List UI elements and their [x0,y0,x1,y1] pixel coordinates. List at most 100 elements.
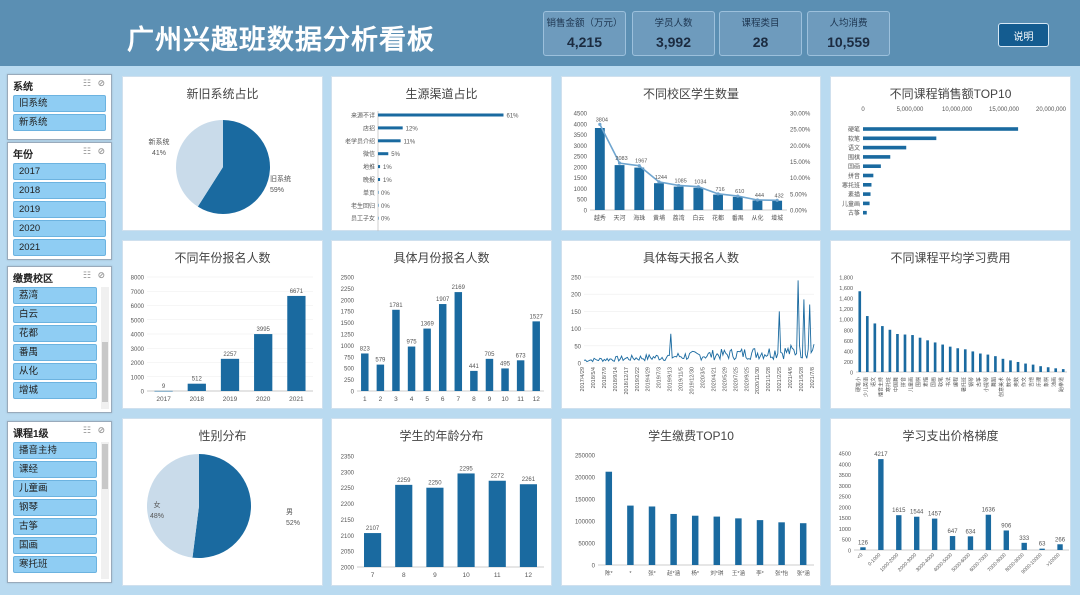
slicer-item[interactable]: 旧系统 [13,95,106,112]
bar [967,536,974,550]
data-label: 2083 [615,156,627,162]
x-tick-label: 0-1000 [867,552,882,567]
bar [378,113,504,117]
x-tick-label: 钢琴 [968,377,975,387]
y-tick-label: 0 [848,549,851,555]
x-tick-label: 2020 [256,396,271,403]
panel-source-share: 生源渠道占比 来源不详 61% 店招 12% 老学员介绍 11% 微信 5% 地推 1% 晚报 1% 单… [331,76,552,232]
multi-select-icon[interactable]: ☷ [82,270,91,280]
panel-system-share: 新旧系统占比 旧系统 59% 新系统 41% [122,76,323,231]
x-tick-label: 从化 [751,214,763,222]
y-tick-label: 0 [592,564,596,570]
slicer-item[interactable]: 新系统 [13,114,106,131]
x-tick-label: 素描 [923,377,930,387]
bar-chart-monthly: 0250500750100012501500175020002250250082… [341,276,544,403]
kpi-avg-spend-card: 人均消费 10,559 [807,11,890,56]
x-tick-label: 儿童画 [908,377,915,392]
panel-yearly-enrollment: 不同年份报名人数 0 1000 2000 3000 4000 5000 6000 7000 80… [122,240,323,409]
x-tick-label: 2020/5/29 [722,367,728,391]
slicer-scrollbar[interactable] [101,442,109,579]
bar [648,506,656,565]
multi-select-icon[interactable]: ☷ [82,78,91,88]
y-tick-label: 软笔 [848,135,860,143]
slicer-item[interactable]: 番禺 [13,344,97,361]
y2-tick-label: 5.00% [790,192,808,198]
multi-select-icon[interactable]: ☷ [82,425,91,435]
bar [873,323,877,372]
scrollbar-thumb[interactable] [102,444,108,489]
y-tick-label: 7000 [131,290,145,296]
bar [963,349,967,372]
slicer-item[interactable]: 2021 [13,239,106,256]
slicer-item[interactable]: 国画 [13,537,97,554]
pie-slice [146,454,199,558]
slicer-item[interactable]: 寒托班 [13,556,97,573]
data-label: 2259 [397,478,411,484]
slicer-item[interactable]: 2020 [13,220,106,237]
slicer-item[interactable]: 课经 [13,461,97,478]
x-tick-label: 2018 [190,396,205,403]
slicer-item[interactable]: 花都 [13,325,97,342]
share-point [716,192,720,196]
chart-title: 不同校区学生数量 [642,87,739,101]
slicer-year: 年份 ☷ ⊘ 2017 2018 2019 2020 2021 [7,142,112,260]
data-label: 432 [775,193,784,199]
slicer-item[interactable]: 从化 [13,363,97,380]
combo-chart-campus: 0 500 1000 1500 2000 2500 3000 3500 4000 4500 越秀 天河… [574,112,811,223]
bar [378,139,401,143]
slice-value-label: 52% [286,520,300,527]
y-tick-label: 1750 [341,310,355,316]
bar [1009,360,1012,372]
multi-select-icon[interactable]: ☷ [82,146,91,156]
slicer-item[interactable]: 古筝 [13,518,97,535]
slicer-item[interactable]: 播音主持 [13,442,97,459]
x-tick-label: 11 [494,572,501,579]
slicer-header: 缴费校区 ☷ ⊘ [8,267,111,285]
slicer-item[interactable]: 儿童画 [13,480,97,497]
bar [519,484,537,567]
bar [1039,548,1045,550]
kpi-value: 3,992 [655,34,692,50]
daily-series-line [583,280,815,363]
clear-filter-icon[interactable]: ⊘ [97,78,105,88]
slicer-item[interactable]: 增城 [13,382,97,399]
x-tick-label: 2018/9/14 [613,367,619,391]
bar [860,547,866,550]
y2-tick-label: 0.00% [790,209,808,215]
bar [979,353,982,372]
bar [1003,530,1009,550]
data-label: 2107 [366,526,380,532]
y-tick-label: 2500 [341,276,355,282]
x-tick-label: 李* [756,569,765,577]
bar [1057,544,1063,550]
x-tick-label: 8 [402,572,406,579]
scrollbar-thumb[interactable] [102,342,108,402]
bar [896,515,902,550]
slicer-item[interactable]: 钢琴 [13,499,97,516]
clear-filter-icon[interactable]: ⊘ [97,425,105,435]
clear-filter-icon[interactable]: ⊘ [97,146,105,156]
data-label: 2257 [223,352,237,358]
slicer-item[interactable]: 2018 [13,182,106,199]
slicer-item[interactable]: 2019 [13,201,106,218]
y-tick-label: 800 [844,328,853,334]
bar [732,196,743,210]
y-tick-label: 5000 [131,318,145,324]
slicer-item[interactable]: 2017 [13,163,106,180]
x-tick-label: 播音主持 [877,377,884,397]
y-tick-label: 2250 [341,486,355,492]
bar [713,194,723,210]
slicer-scrollbar[interactable] [101,287,109,409]
x-tick-label: 2019/4/29 [646,367,652,391]
data-label: 0% [381,217,390,223]
slicer-item[interactable]: 荔湾 [13,287,97,304]
clear-filter-icon[interactable]: ⊘ [97,270,105,280]
y-tick-label: 1000 [341,344,355,350]
y-tick-label: 250 [571,276,582,282]
slicer-item[interactable]: 白云 [13,306,97,323]
help-button[interactable]: 说明 [998,23,1049,47]
slicer-title: 系统 [13,82,33,93]
bar [378,152,389,156]
y-tick-label: 1,000 [839,318,853,324]
data-label: 0% [381,204,390,210]
